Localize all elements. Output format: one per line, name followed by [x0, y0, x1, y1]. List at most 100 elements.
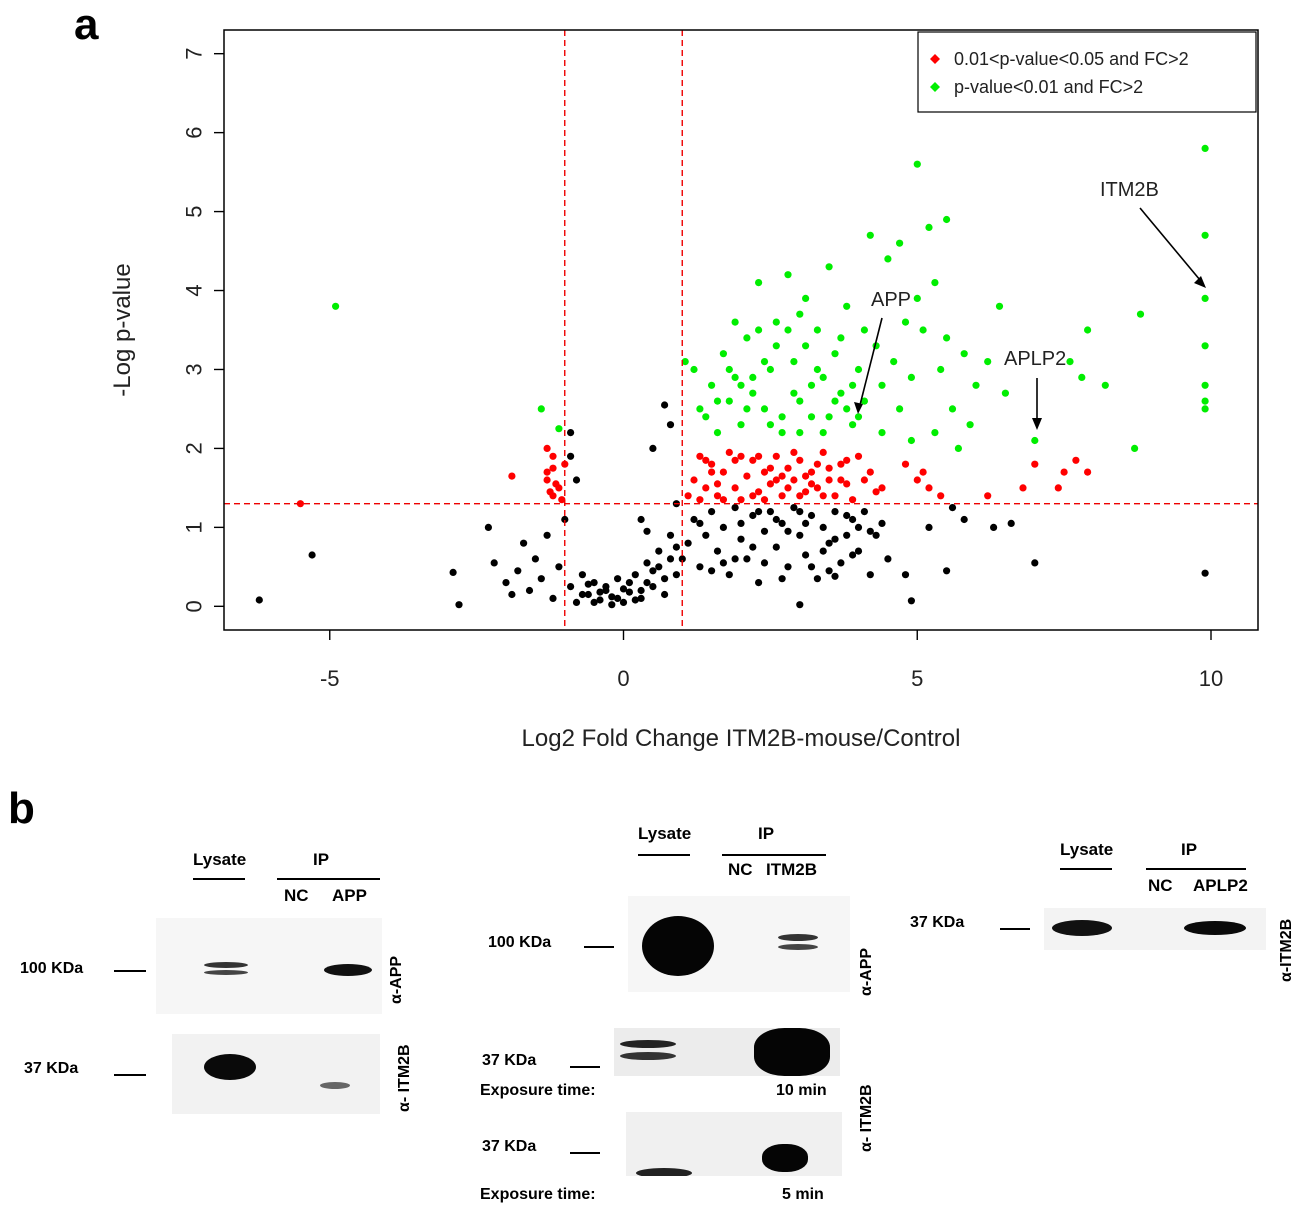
annotation-app-label: APP [871, 289, 911, 311]
blot-left-ip-line [277, 878, 380, 880]
point-series0-81 [919, 468, 927, 476]
point-series0-1 [508, 472, 516, 480]
point-series2-56 [619, 585, 628, 593]
point-series0-17 [708, 460, 716, 468]
point-series2-14 [549, 594, 557, 603]
point-series0-57 [790, 448, 798, 456]
point-series2-27 [608, 593, 616, 601]
point-series1-52 [813, 365, 822, 374]
point-series1-13 [749, 389, 757, 397]
point-series1-61 [802, 342, 810, 350]
point-series1-71 [943, 215, 951, 224]
point-series0-59 [719, 496, 728, 504]
point-series1-80 [1001, 389, 1010, 397]
y-tick-label-0: 0 [182, 600, 207, 612]
blot-right-ip-line [1146, 868, 1246, 870]
point-series2-17 [567, 583, 575, 591]
point-series0-44 [878, 484, 886, 492]
point-series0-49 [766, 464, 775, 472]
point-series1-30 [849, 421, 857, 429]
point-series2-3 [455, 601, 463, 609]
point-series0-31 [790, 476, 798, 484]
point-series0-29 [778, 492, 786, 500]
point-series1-22 [802, 294, 810, 302]
point-series1-68 [755, 326, 763, 334]
point-series0-37 [825, 476, 833, 484]
point-series0-26 [760, 468, 769, 476]
blot-right-lysate: Lysate [1060, 840, 1114, 859]
point-series1-40 [907, 373, 916, 381]
blot-left-bottom-membrane [172, 1034, 380, 1114]
point-series2-60 [661, 401, 669, 409]
point-series0-70 [901, 460, 910, 468]
point-series0-76 [1031, 460, 1039, 468]
blot-middle-marker-37b-line [570, 1152, 600, 1154]
point-series2-43 [614, 594, 622, 603]
point-series2-47 [661, 575, 669, 583]
point-series0-36 [819, 448, 827, 456]
point-series1-76 [960, 350, 968, 358]
point-series2-9 [520, 539, 528, 547]
point-series2-80 [784, 563, 792, 571]
point-series1-47 [860, 326, 869, 334]
blot-middle-exposure-label-2: Exposure time: [480, 1186, 596, 1203]
point-series1-49 [731, 318, 739, 326]
x-axis-ticks: -5 0 5 10 [320, 630, 1223, 691]
point-series1-78 [984, 358, 992, 366]
point-series1-75 [948, 405, 957, 413]
point-series0-55 [737, 452, 745, 460]
point-series1-60 [760, 358, 769, 366]
point-series2-128 [831, 572, 839, 580]
point-series2-85 [813, 575, 822, 583]
point-series1-74 [937, 365, 945, 374]
blot-middle-lysate-line [638, 854, 690, 856]
point-series2-23 [584, 590, 592, 599]
y-tick-label-4: 4 [182, 284, 207, 296]
point-series2-126 [1031, 559, 1039, 567]
point-series0-6 [543, 476, 551, 484]
point-series2-10 [525, 586, 534, 595]
point-series2-99 [719, 559, 728, 567]
point-series2-67 [708, 508, 716, 516]
point-series2-65 [696, 563, 704, 571]
blot-left-marker-100-line [114, 970, 146, 972]
blot-left-lysate-line [193, 878, 245, 880]
point-series1-82 [954, 444, 963, 452]
point-series0-21 [731, 484, 739, 492]
point-series0-32 [796, 456, 804, 464]
legend-green-label: p-value<0.01 and FC>2 [954, 77, 1143, 97]
point-series2-86 [819, 523, 827, 532]
point-series1-84 [907, 436, 916, 445]
point-series1-11 [737, 421, 745, 429]
point-series1-42 [749, 373, 757, 381]
point-series0-69 [872, 488, 880, 496]
point-series2-78 [772, 543, 780, 551]
point-series2-122 [943, 567, 951, 575]
blot-right-ip: IP [1181, 840, 1198, 859]
point-series1-28 [837, 389, 845, 397]
point-series2-64 [690, 515, 698, 524]
legend-red-marker [930, 54, 940, 64]
point-series0-64 [755, 452, 763, 460]
point-series1-66 [743, 405, 751, 413]
point-series1-48 [878, 429, 886, 437]
point-series1-15 [760, 405, 769, 413]
point-series1-29 [843, 302, 851, 310]
point-series2-114 [755, 508, 763, 516]
y-tick-label-6: 6 [182, 127, 207, 139]
point-series2-2 [449, 568, 457, 577]
point-series2-48 [672, 543, 681, 551]
point-series1-17 [772, 318, 780, 326]
point-series1-32 [860, 397, 869, 405]
blot-middle-target: ITM2B [766, 860, 817, 879]
annotation-itm2b-label: ITM2B [1100, 179, 1159, 201]
blot-middle-exposure-label-1: Exposure time: [480, 1082, 596, 1099]
point-series1-69 [913, 160, 921, 168]
blot-left-target: APP [332, 886, 367, 905]
point-series1-54 [737, 381, 745, 389]
point-series2-110 [807, 563, 816, 571]
point-series0-51 [802, 472, 810, 480]
point-series1-5 [696, 405, 704, 413]
point-series2-18 [567, 429, 575, 437]
point-series0-41 [849, 496, 857, 504]
